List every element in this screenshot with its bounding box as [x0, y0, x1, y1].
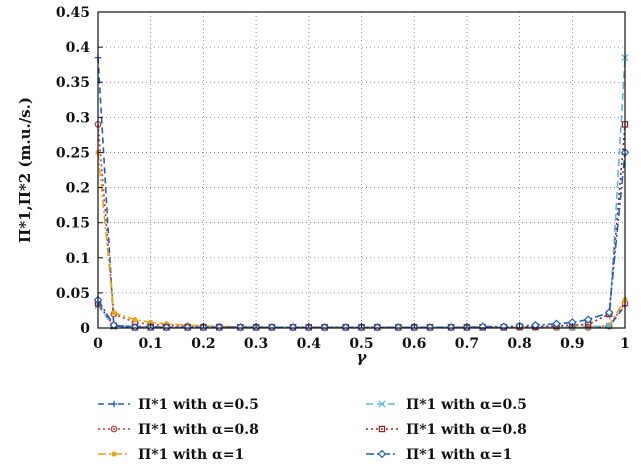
data-point: [425, 323, 435, 332]
y-axis-label: Π*1,Π*2 (m.u./s.): [16, 97, 34, 243]
data-point: [214, 323, 224, 332]
data-point: [130, 323, 140, 332]
x-tick-label: 0: [93, 336, 103, 352]
data-point: [377, 449, 387, 459]
legend-item: Π*1 with α=0.5: [366, 397, 527, 413]
data-point: [604, 308, 614, 317]
data-point: [110, 425, 118, 433]
data-point: [183, 323, 192, 332]
data-point: [236, 323, 245, 332]
data-point: [288, 323, 298, 332]
legend-label: Π*1 with α=0.5: [138, 397, 259, 413]
series-line: [97, 152, 626, 329]
y-tick-label: 0.3: [66, 110, 90, 126]
legend-label: Π*1 with α=0.8: [406, 422, 527, 438]
data-point: [111, 451, 117, 457]
legend-label: Π*1 with α=0.8: [138, 422, 259, 438]
y-tick-label: 0.1: [66, 251, 90, 267]
data-point: [478, 322, 487, 331]
data-point: [341, 323, 350, 332]
y-ticks: 0 0.05 0.1 0.15 0.2 0.25 0.3 0.35 0.4 0.45: [56, 5, 103, 337]
x-tick-label: 0.2: [191, 336, 215, 352]
y-tick-label: 0.4: [66, 40, 91, 56]
data-point: [111, 309, 117, 316]
data-point: [132, 316, 138, 323]
legend-item: Π*1 with α=0.8: [366, 422, 527, 438]
x-ticks: 0 0.1 0.2 0.3 0.4 0.5 0.6 0.7 0.8 0.9 1: [93, 323, 630, 352]
y-tick-label: 0.45: [56, 5, 90, 21]
legend-item: Π*1 with α=0.5: [98, 397, 259, 413]
data-point: [378, 400, 386, 408]
data-point: [162, 323, 171, 332]
data-point: [552, 319, 561, 329]
x-tick-label: 0.4: [297, 336, 322, 352]
series-line: [97, 152, 626, 329]
x-tick-label: 0.9: [560, 336, 584, 352]
x-tick-label: 0.5: [349, 336, 373, 352]
data-point: [110, 400, 118, 408]
x-tick-label: 0.6: [402, 336, 426, 352]
legend-item: Π*1 with α=1: [98, 447, 244, 463]
series-6: [93, 148, 630, 332]
y-tick-label: 0.25: [56, 145, 90, 161]
x-tick-label: 1: [620, 336, 630, 352]
y-tick-label: 0: [80, 321, 90, 337]
data-point: [583, 315, 593, 324]
x-tick-label: 0.8: [507, 336, 531, 352]
legend-label: Π*1 with α=1: [138, 447, 244, 463]
data-point: [373, 323, 382, 332]
grid: [98, 12, 625, 328]
data-point: [378, 425, 386, 433]
legend-item: Π*1 with α=1: [366, 447, 512, 463]
x-tick-label: 0.7: [455, 336, 479, 352]
data-point: [320, 323, 329, 332]
legend-label: Π*1 with α=0.5: [406, 397, 527, 413]
y-tick-label: 0.2: [66, 181, 90, 197]
data-point: [267, 323, 277, 332]
x-axis-label: γ: [357, 348, 368, 366]
data-point: [446, 323, 456, 332]
x-tick-label: 0.1: [139, 336, 163, 352]
legend: Π*1 with α=0.5 Π*1 with α=0.8 Π*1 with α=1…: [98, 397, 527, 463]
y-tick-label: 0.35: [56, 75, 90, 91]
data-point: [148, 319, 154, 325]
x-tick-label: 0.3: [244, 336, 268, 352]
legend-item: Π*1 with α=0.8: [98, 422, 259, 438]
data-point: [394, 323, 403, 332]
legend-label: Π*1 with α=1: [406, 447, 512, 463]
y-tick-label: 0.15: [56, 216, 90, 232]
data-point: [499, 322, 509, 331]
y-tick-label: 0.05: [56, 286, 90, 302]
